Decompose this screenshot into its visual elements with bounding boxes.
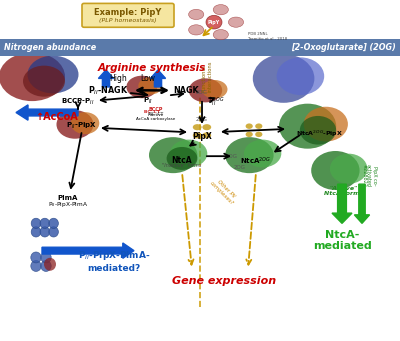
Ellipse shape [126, 76, 157, 98]
Ellipse shape [276, 57, 324, 95]
Ellipse shape [170, 139, 207, 167]
Text: PipX: PipX [192, 132, 212, 141]
Text: Inactive
AcCoA carboxylase: Inactive AcCoA carboxylase [136, 113, 176, 121]
FancyArrow shape [16, 105, 78, 120]
Text: BCCP-P$_{II}$: BCCP-P$_{II}$ [61, 97, 95, 107]
Text: Example: PipY: Example: PipY [94, 8, 162, 17]
Text: P$_{II}$-PipX-PlmA-
mediated?: P$_{II}$-PipX-PlmA- mediated? [78, 249, 150, 272]
Text: P$_{II}$: P$_{II}$ [143, 96, 153, 106]
Ellipse shape [40, 218, 50, 228]
Text: BC  CT: BC CT [144, 110, 160, 114]
Text: NtcA-
mediated: NtcA- mediated [313, 229, 371, 251]
Ellipse shape [213, 4, 228, 15]
Ellipse shape [31, 227, 41, 237]
Ellipse shape [330, 154, 367, 184]
Ellipse shape [138, 77, 162, 94]
FancyArrow shape [150, 70, 166, 87]
Ellipse shape [49, 227, 58, 237]
Ellipse shape [56, 110, 94, 139]
Ellipse shape [202, 80, 228, 99]
Ellipse shape [189, 78, 222, 102]
Text: P$_{II}$-PipX: P$_{II}$-PipX [66, 121, 98, 131]
Ellipse shape [41, 261, 51, 271]
Text: "Active"
NtcA forms: "Active" NtcA forms [324, 186, 364, 196]
FancyArrow shape [98, 70, 114, 87]
Ellipse shape [279, 104, 336, 149]
Ellipse shape [149, 137, 197, 173]
Ellipse shape [189, 25, 204, 35]
Text: $P_{II}^{2OG}$: $P_{II}^{2OG}$ [208, 96, 224, 109]
Circle shape [206, 15, 222, 29]
Text: "Inactive" forms: "Inactive" forms [162, 163, 202, 168]
Ellipse shape [166, 147, 198, 170]
Text: #228822: #228822 [362, 164, 366, 187]
Ellipse shape [304, 107, 348, 142]
Ellipse shape [202, 124, 211, 130]
Ellipse shape [213, 30, 228, 40]
Ellipse shape [31, 261, 41, 271]
Text: NtcA$^{2OG}$: NtcA$^{2OG}$ [240, 155, 272, 167]
Ellipse shape [40, 227, 50, 237]
Text: [2-Oxoglutarate] (2OG): [2-Oxoglutarate] (2OG) [291, 43, 396, 52]
Text: BCCP: BCCP [149, 107, 163, 112]
FancyBboxPatch shape [82, 3, 174, 27]
Ellipse shape [41, 252, 51, 263]
Text: PipY: PipY [208, 20, 220, 25]
Ellipse shape [255, 123, 262, 129]
FancyArrow shape [354, 184, 370, 223]
Text: Nitrogen abundance: Nitrogen abundance [4, 43, 96, 52]
Ellipse shape [255, 132, 262, 137]
Ellipse shape [246, 123, 253, 129]
Ellipse shape [31, 252, 41, 263]
Text: P$_{II}$-PipX-PlmA: P$_{II}$-PipX-PlmA [48, 200, 88, 209]
Ellipse shape [23, 66, 65, 97]
Text: P$_{II}$-NAGK: P$_{II}$-NAGK [88, 84, 128, 97]
Text: NAGK: NAGK [173, 86, 199, 95]
Text: High: High [109, 74, 127, 83]
Ellipse shape [300, 116, 336, 145]
Ellipse shape [0, 52, 65, 101]
Ellipse shape [31, 218, 41, 228]
Text: BC  CT: BC CT [149, 112, 163, 116]
Text: PipX co-
activated: PipX co- activated [366, 164, 377, 187]
Ellipse shape [225, 137, 274, 173]
Text: NtcA$^{2OG}$-PipX: NtcA$^{2OG}$-PipX [296, 129, 344, 139]
Ellipse shape [202, 132, 211, 138]
Text: 2OG: 2OG [196, 117, 208, 122]
Text: NtcA: NtcA [172, 156, 192, 165]
Ellipse shape [28, 56, 78, 93]
Ellipse shape [193, 132, 202, 138]
Text: Gene expression: Gene expression [172, 276, 276, 286]
Text: 2OG: 2OG [196, 90, 208, 94]
Ellipse shape [189, 9, 204, 19]
Text: 2OG: 2OG [226, 154, 238, 159]
Ellipse shape [193, 124, 202, 130]
Text: (PLP homeostasis): (PLP homeostasis) [99, 18, 157, 23]
Text: ↑AcCoA: ↑AcCoA [35, 112, 77, 122]
Text: PDB 2NNL
Tremiño et al., 2018: PDB 2NNL Tremiño et al., 2018 [248, 32, 287, 41]
FancyArrow shape [332, 184, 352, 223]
Text: Arginine synthesis: Arginine synthesis [98, 63, 206, 73]
Text: Low: Low [140, 74, 155, 83]
Ellipse shape [228, 17, 244, 27]
Ellipse shape [246, 132, 253, 137]
FancyArrow shape [42, 243, 134, 258]
Text: 2OG: 2OG [234, 165, 246, 169]
Ellipse shape [253, 54, 314, 103]
Text: Other PII
complexes?: Other PII complexes? [209, 176, 239, 206]
Ellipse shape [244, 139, 281, 167]
Text: PlmA: PlmA [58, 195, 78, 201]
Ellipse shape [311, 151, 360, 190]
Text: Functional
interactions: Functional interactions [202, 61, 213, 92]
Bar [0, 39, 400, 56]
Ellipse shape [71, 112, 99, 134]
Ellipse shape [49, 218, 58, 228]
Ellipse shape [44, 258, 56, 271]
